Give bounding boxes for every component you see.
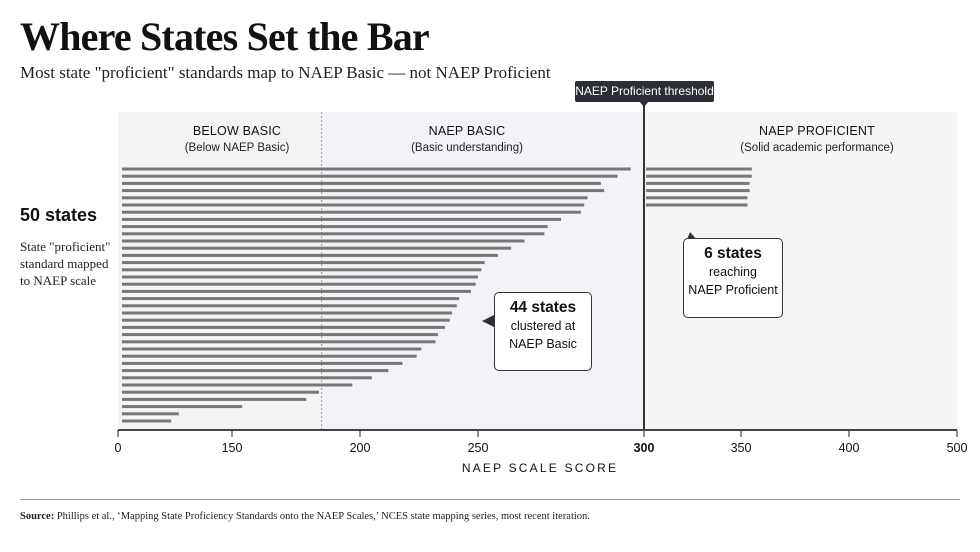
bar-below-proficient — [122, 347, 422, 351]
callout-basic-count: 44 states — [509, 299, 577, 316]
bar-below-proficient — [122, 174, 618, 178]
bar-below-proficient — [122, 225, 548, 229]
bar-below-proficient — [122, 333, 438, 337]
source-text: Phillips et al., ‘Mapping State Proficie… — [56, 511, 590, 522]
bar-below-proficient — [122, 268, 482, 272]
threshold-pointer-icon — [639, 101, 649, 107]
callout-basic-line1: clustered at — [510, 319, 576, 333]
callout-proficient-line2: NAEP Proficient — [688, 283, 778, 297]
bar-below-proficient — [122, 369, 389, 373]
bar-below-proficient — [122, 340, 436, 344]
bar-below-proficient — [122, 232, 545, 236]
bar-below-proficient — [122, 282, 476, 286]
source-note: Source: Phillips et al., ‘Mapping State … — [20, 511, 590, 522]
callout-basic: 44 states clustered at NAEP Basic — [494, 292, 592, 371]
x-tick-label: 350 — [731, 441, 752, 455]
bar-below-proficient — [122, 297, 460, 301]
bar-below-proficient — [122, 217, 561, 221]
x-tick-label: 200 — [350, 441, 371, 455]
chart-subtitle: Most state "proficient" standards map to… — [20, 63, 551, 82]
callout-proficient: 6 states reaching NAEP Proficient — [683, 238, 783, 318]
bar-proficient — [646, 203, 748, 207]
bar-below-proficient — [122, 167, 631, 171]
bar-below-proficient — [122, 318, 450, 322]
zone-basic-subtitle: (Basic understanding) — [411, 142, 523, 154]
threshold-label: NAEP Proficient threshold — [575, 81, 714, 102]
bar-below-proficient — [122, 354, 417, 358]
bar-below-proficient — [122, 196, 588, 200]
bar-proficient — [646, 181, 750, 185]
bar-below-proficient — [122, 405, 243, 409]
x-axis-label: NAEP SCALE SCORE — [461, 461, 619, 475]
callout-basic-line2: NAEP Basic — [509, 337, 577, 351]
source-divider — [20, 499, 960, 500]
callout-proficient-line1: reaching — [709, 265, 757, 279]
chart-title: Where States Set the Bar — [20, 14, 430, 59]
bar-below-proficient — [122, 289, 471, 293]
bar-below-proficient — [122, 412, 179, 416]
callout-proficient-count: 6 states — [704, 245, 762, 262]
bar-below-proficient — [122, 261, 485, 265]
state-count: 50 states — [20, 205, 98, 225]
state-count-description: State "proficient" standard mapped to NA… — [20, 239, 111, 288]
bar-below-proficient — [122, 376, 372, 380]
bar-below-proficient — [122, 390, 320, 394]
callout-basic-pointer-icon — [482, 315, 494, 327]
source-label: Source: — [20, 511, 55, 522]
zone-proficient-title: NAEP PROFICIENT — [759, 124, 875, 138]
bar-proficient — [646, 174, 752, 178]
x-tick-label: 500 — [947, 441, 968, 455]
zone-basic-title: NAEP BASIC — [428, 124, 506, 138]
zone-below-basic-title: BELOW BASIC — [192, 124, 282, 138]
zone-proficient-subtitle: (Solid academic performance) — [740, 142, 894, 154]
bar-below-proficient — [122, 189, 605, 193]
bar-below-proficient — [122, 304, 457, 308]
bar-below-proficient — [122, 383, 353, 387]
bar-below-proficient — [122, 325, 445, 329]
bar-proficient — [646, 167, 752, 171]
bar-below-proficient — [122, 210, 581, 214]
x-tick-label: 250 — [468, 441, 489, 455]
bar-below-proficient — [122, 419, 172, 423]
bar-below-proficient — [122, 397, 307, 401]
bar-below-proficient — [122, 361, 403, 365]
bar-proficient — [646, 189, 750, 193]
x-tick-label: 150 — [222, 441, 243, 455]
bar-below-proficient — [122, 181, 601, 185]
bar-below-proficient — [122, 203, 585, 207]
bar-below-proficient — [122, 311, 453, 315]
x-tick-label: 400 — [839, 441, 860, 455]
bar-proficient — [646, 196, 748, 200]
bar-below-proficient — [122, 275, 478, 279]
bar-below-proficient — [122, 239, 525, 243]
bar-below-proficient — [122, 253, 498, 257]
zone-below-basic-subtitle: (Below NAEP Basic) — [184, 142, 290, 154]
x-tick-label: 0 — [115, 441, 122, 455]
bar-below-proficient — [122, 246, 512, 250]
x-tick-label: 300 — [634, 441, 655, 455]
